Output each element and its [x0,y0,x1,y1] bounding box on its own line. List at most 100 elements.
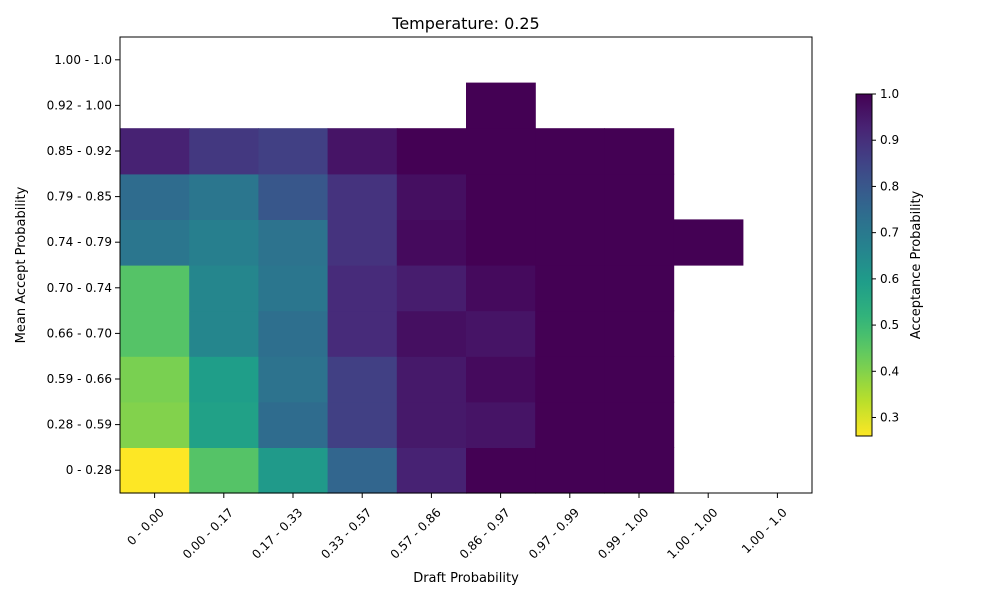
heatmap-cell [327,173,398,220]
heatmap-cell [327,401,398,448]
plot-frame [119,36,813,494]
colorbar [855,93,873,437]
y-tick-label: 0 - 0.28 [66,463,112,477]
x-tick-label: 0.33 - 0.57 [318,505,374,561]
colorbar-ticks: 0.3 0.4 0.5 0.6 0.7 0.8 0.9 1.0 [872,87,899,425]
heatmap-cell [189,128,259,175]
heatmap-cell [604,173,675,220]
y-tick-label: 0.74 - 0.79 [47,235,112,249]
x-tick-label: 1.00 - 1.0 [739,505,790,556]
heatmap-cell [535,128,605,175]
y-tick-label: 0.28 - 0.59 [47,418,112,432]
heatmap-cell [327,219,398,266]
colorbar-tick-label: 0.7 [880,226,899,240]
heatmap-cell [604,401,675,448]
heatmap-cell [120,173,190,220]
heatmap-cell [396,310,467,357]
heatmap-cell [466,401,536,448]
heatmap-cells [120,82,744,494]
heatmap-cell [396,401,467,448]
y-axis-ticks: 0 - 0.28 0.28 - 0.59 0.59 - 0.66 0.66 - 0.7… [47,53,120,477]
heatmap-cell [604,310,675,357]
heatmap-cell [604,219,675,266]
heatmap-cell [673,219,744,266]
heatmap-cell [258,310,329,357]
heatmap-cell [189,356,259,403]
heatmap-cell [396,265,467,312]
x-tick-label: 0.00 - 0.17 [180,505,236,561]
heatmap-cell [396,173,467,220]
heatmap-cell [535,310,605,357]
y-tick-label: 0.66 - 0.70 [47,326,112,340]
colorbar-tick-label: 1.0 [880,87,899,101]
heatmap-cell [120,310,190,357]
heatmap-cell [535,173,605,220]
heatmap-cell [120,401,190,448]
heatmap-cell [327,265,398,312]
heatmap-cell [327,447,398,494]
heatmap-cell [466,128,536,175]
heatmap-cell [189,265,259,312]
heatmap-cell [466,265,536,312]
heatmap-cell [258,447,329,494]
heatmap-cell [189,173,259,220]
heatmap-cell [466,447,536,494]
heatmap-cell [604,356,675,403]
y-tick-label: 0.59 - 0.66 [47,372,112,386]
heatmap-cell [120,128,190,175]
colorbar-label: Acceptance Probability [909,190,924,339]
heatmap-cell [258,128,329,175]
heatmap-cell [396,219,467,266]
x-tick-label: 0.57 - 0.86 [388,505,444,561]
x-tick-label: 0.17 - 0.33 [249,505,305,561]
x-tick-label: 0 - 0.00 [124,505,167,548]
heatmap-cell [535,265,605,312]
heatmap-cell [258,356,329,403]
heatmap-cell [189,310,259,357]
y-tick-label: 0.85 - 0.92 [47,144,112,158]
colorbar-tick-label: 0.8 [880,179,899,193]
heatmap-cell [120,219,190,266]
colorbar-tick-label: 0.3 [880,411,899,425]
heatmap-cell [189,401,259,448]
chart-title: Temperature: 0.25 [391,14,539,33]
heatmap-cell [535,356,605,403]
heatmap-cell [604,447,675,494]
colorbar-tick-label: 0.6 [880,272,899,286]
x-tick-label: 0.86 - 0.97 [457,505,513,561]
heatmap-cell [396,128,467,175]
y-axis-label: Mean Accept Probability [14,186,29,343]
heatmap-cell [535,219,605,266]
heatmap-cell [396,447,467,494]
heatmap-cell [258,173,329,220]
y-tick-label: 0.92 - 1.00 [47,98,112,112]
x-axis-ticks: 0 - 0.00 0.00 - 0.17 0.17 - 0.33 0.33 - 0.5… [124,493,790,562]
heatmap-cell [535,447,605,494]
x-tick-label: 0.99 - 1.00 [595,505,651,561]
heatmap-cell [258,219,329,266]
heatmap-cell [189,447,259,494]
colorbar-tick-label: 0.9 [880,133,899,147]
heatmap-cell [120,447,190,494]
heatmap-cell [327,356,398,403]
heatmap-cell [327,310,398,357]
y-tick-label: 1.00 - 1.0 [54,53,112,67]
heatmap-cell [604,128,675,175]
x-tick-label: 0.97 - 0.99 [526,505,582,561]
y-tick-label: 0.79 - 0.85 [47,190,112,204]
heatmap-cell [466,82,536,129]
heatmap-cell [535,401,605,448]
x-axis-label: Draft Probability [413,571,519,586]
x-tick-label: 1.00 - 1.00 [664,505,720,561]
y-tick-label: 0.70 - 0.74 [47,281,112,295]
heatmap-cell [466,310,536,357]
heatmap-cell [120,265,190,312]
heatmap-cell [120,356,190,403]
heatmap-cell [466,173,536,220]
heatmap-cell [604,265,675,312]
heatmap-cell [396,356,467,403]
colorbar-tick-label: 0.5 [880,318,899,332]
heatmap-cell [327,128,398,175]
